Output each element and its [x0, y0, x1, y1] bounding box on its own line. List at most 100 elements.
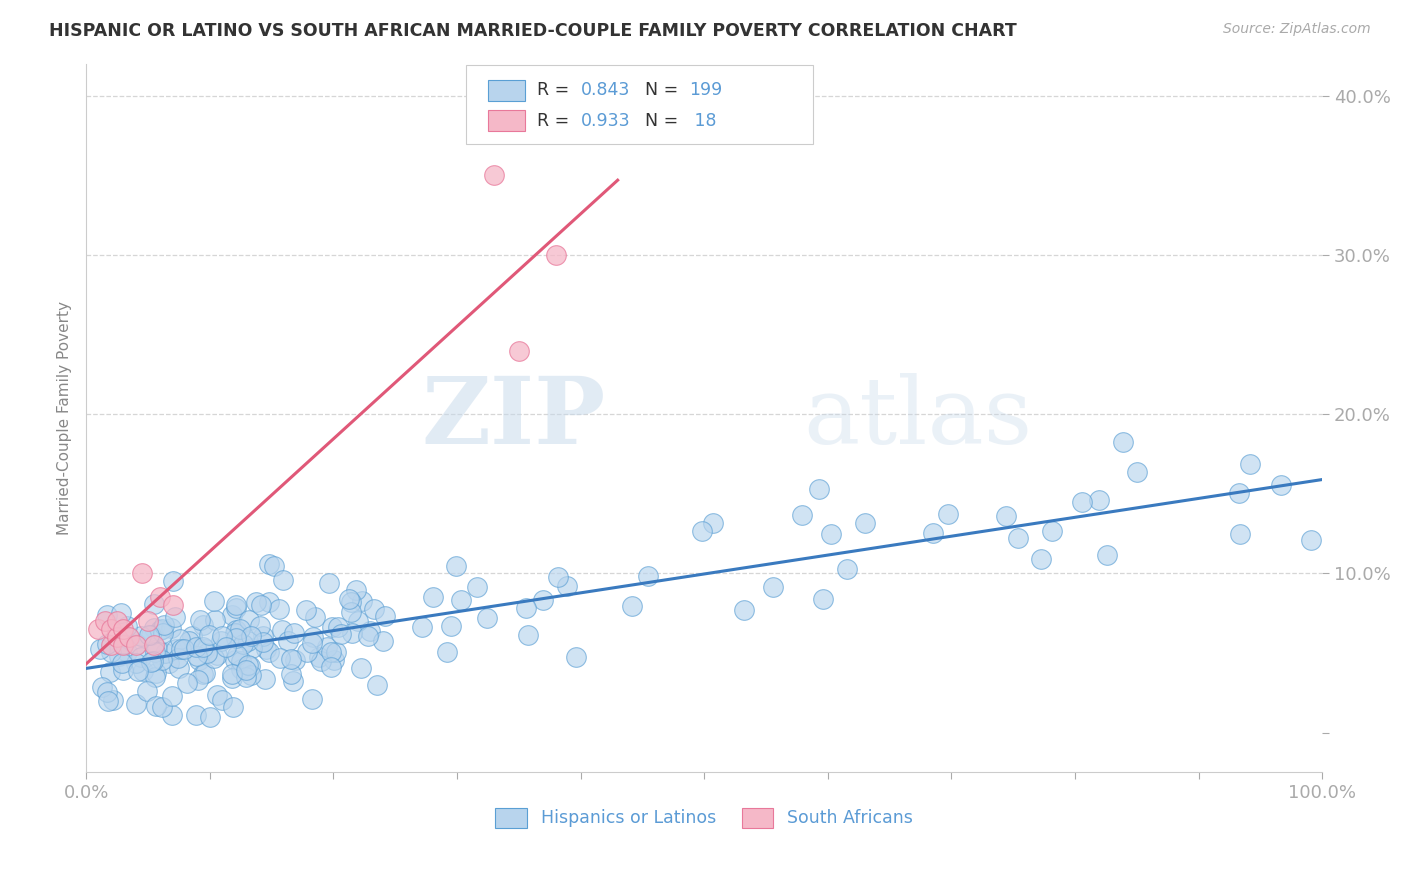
Point — [263, 558, 285, 573]
Point — [135, 684, 157, 698]
Point — [225, 598, 247, 612]
Point — [187, 653, 209, 667]
Point — [112, 622, 135, 636]
Point — [165, 642, 187, 657]
Point — [111, 656, 134, 670]
Point — [138, 628, 160, 642]
Point — [149, 591, 172, 605]
Point — [107, 648, 129, 663]
Point — [124, 638, 146, 652]
Point — [225, 601, 247, 615]
Point — [111, 664, 134, 678]
Point — [440, 619, 463, 633]
Point — [215, 640, 238, 654]
Point — [115, 645, 138, 659]
Point — [321, 660, 343, 674]
Point — [284, 653, 307, 667]
Point — [555, 579, 578, 593]
Point — [221, 671, 243, 685]
Point — [184, 640, 207, 654]
Point — [465, 580, 488, 594]
Point — [143, 670, 166, 684]
Text: N =: N = — [645, 112, 683, 129]
Point — [100, 622, 122, 636]
Point — [96, 637, 118, 651]
Y-axis label: Married-Couple Family Poverty: Married-Couple Family Poverty — [58, 301, 72, 535]
Point — [531, 593, 554, 607]
Text: R =: R = — [537, 81, 575, 99]
Point — [363, 601, 385, 615]
Point — [118, 631, 141, 645]
Point — [143, 645, 166, 659]
Point — [240, 640, 263, 655]
Point — [152, 626, 174, 640]
Point — [733, 603, 755, 617]
Text: atlas: atlas — [803, 373, 1032, 463]
Point — [995, 508, 1018, 523]
Point — [87, 622, 110, 636]
Point — [564, 649, 586, 664]
Text: 0.843: 0.843 — [581, 81, 630, 99]
Point — [222, 700, 245, 714]
Point — [191, 667, 214, 681]
Point — [1227, 486, 1250, 500]
Point — [145, 666, 167, 681]
Point — [204, 613, 226, 627]
Point — [637, 568, 659, 582]
Point — [411, 620, 433, 634]
Point — [231, 663, 253, 677]
Point — [269, 651, 291, 665]
Point — [139, 627, 162, 641]
Text: HISPANIC OR LATINO VS SOUTH AFRICAN MARRIED-COUPLE FAMILY POVERTY CORRELATION CH: HISPANIC OR LATINO VS SOUTH AFRICAN MARR… — [49, 22, 1017, 40]
Text: 18: 18 — [689, 112, 717, 129]
Point — [325, 644, 347, 658]
Point — [112, 637, 135, 651]
Point — [245, 595, 267, 609]
Point — [508, 343, 530, 358]
Point — [350, 661, 373, 675]
Point — [366, 678, 388, 692]
Text: 199: 199 — [689, 81, 723, 99]
Point — [346, 614, 368, 628]
Point — [239, 629, 262, 643]
Point — [173, 641, 195, 656]
Point — [318, 576, 340, 591]
Point — [450, 593, 472, 607]
Point — [259, 557, 281, 571]
Point — [127, 637, 149, 651]
Point — [837, 562, 859, 576]
Point — [1112, 435, 1135, 450]
Point — [143, 597, 166, 611]
Point — [277, 634, 299, 648]
Point — [321, 645, 343, 659]
Point — [238, 613, 260, 627]
Point — [371, 633, 394, 648]
Point — [125, 697, 148, 711]
Point — [820, 527, 842, 541]
Point — [100, 638, 122, 652]
Point — [295, 645, 318, 659]
Point — [191, 640, 214, 655]
Point — [342, 626, 364, 640]
Point — [1088, 493, 1111, 508]
Point — [344, 582, 367, 597]
Point — [235, 670, 257, 684]
Point — [340, 605, 363, 619]
Point — [194, 642, 217, 657]
Point — [444, 559, 467, 574]
Point — [238, 634, 260, 648]
Point — [853, 516, 876, 530]
Point — [352, 594, 374, 608]
Point — [226, 648, 249, 662]
Point — [105, 630, 128, 644]
Point — [225, 631, 247, 645]
Point — [142, 654, 165, 668]
Point — [1040, 524, 1063, 539]
Point — [89, 641, 111, 656]
Point — [150, 622, 173, 636]
Point — [127, 664, 149, 678]
Point — [186, 648, 208, 663]
Point — [146, 642, 169, 657]
Point — [922, 526, 945, 541]
Point — [252, 635, 274, 649]
